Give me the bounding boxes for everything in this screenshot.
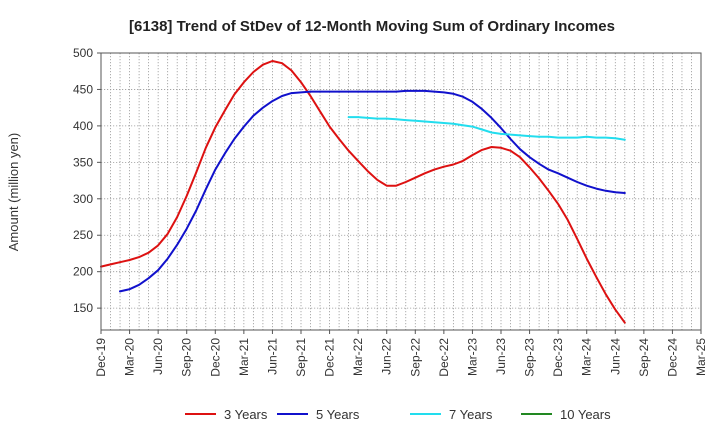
x-tick-label: Dec-19: [94, 338, 108, 377]
series-line-5-years: [119, 89, 626, 293]
legend-label-10-years: 10 Years: [560, 407, 611, 422]
legend-label-3-years: 3 Years: [224, 407, 268, 422]
plot-border: [100, 52, 702, 331]
x-tick-label: Mar-20: [123, 338, 137, 376]
x-axis: Dec-19 Mar-20 Jun-20 Sep-20 Dec-20 Mar-21 Jun-…: [94, 330, 708, 377]
x-tick-label: Mar-25: [694, 338, 708, 376]
chart-title: [6138] Trend of StDev of 12-Month Moving…: [129, 18, 615, 35]
y-tick-label: 150: [73, 301, 93, 315]
x-tick-label: Dec-24: [665, 338, 679, 377]
x-tick-label: Jun-23: [494, 338, 508, 375]
y-tick-label: 300: [73, 192, 93, 206]
y-tick-label: 450: [73, 82, 93, 96]
legend-label-7-years: 7 Years: [449, 407, 493, 422]
x-tick-label: Dec-23: [551, 338, 565, 377]
y-axis: 150 200 250 300 350 400 450 500: [73, 46, 101, 315]
x-tick-label: Dec-20: [208, 338, 222, 377]
series-line-3-years: [100, 60, 626, 324]
x-tick-label: Mar-23: [465, 338, 479, 376]
series-layer: [100, 60, 626, 324]
x-tick-label: Sep-23: [523, 338, 537, 377]
x-tick-label: Dec-22: [437, 338, 451, 377]
x-tick-label: Jun-24: [608, 338, 622, 375]
x-tick-label: Dec-21: [323, 338, 337, 377]
series-line-7-years: [347, 116, 626, 141]
x-tick-label: Jun-22: [380, 338, 394, 375]
x-tick-label: Jun-20: [151, 338, 165, 375]
x-tick-label: Mar-24: [580, 338, 594, 376]
x-tick-label: Sep-21: [294, 338, 308, 377]
y-tick-label: 500: [73, 46, 93, 60]
legend-label-5-years: 5 Years: [316, 407, 360, 422]
legend: 3 Years 5 Years 7 Years 10 Years: [185, 407, 611, 422]
y-axis-label: Amount (million yen): [6, 133, 21, 252]
x-tick-label: Mar-21: [237, 338, 251, 376]
x-tick-label: Sep-20: [180, 338, 194, 377]
y-tick-label: 400: [73, 119, 93, 133]
y-tick-label: 350: [73, 155, 93, 169]
y-tick-label: 200: [73, 265, 93, 279]
x-tick-label: Mar-22: [351, 338, 365, 376]
x-tick-label: Sep-24: [637, 338, 651, 377]
x-tick-label: Sep-22: [408, 338, 422, 377]
y-tick-label: 250: [73, 228, 93, 242]
x-tick-label: Jun-21: [265, 338, 279, 375]
